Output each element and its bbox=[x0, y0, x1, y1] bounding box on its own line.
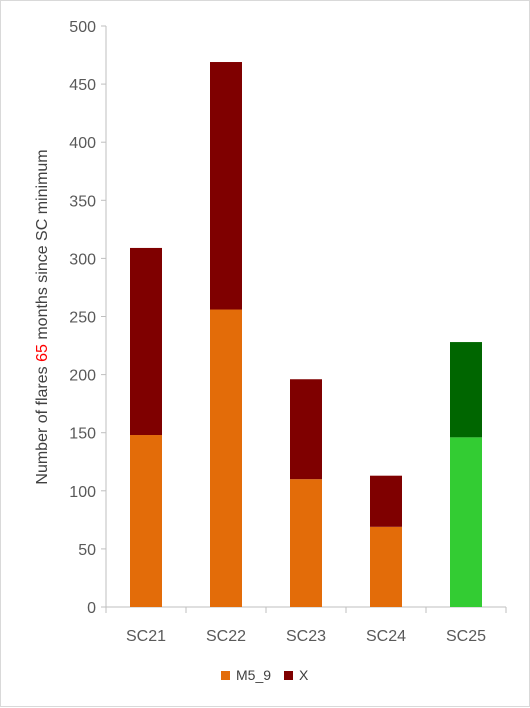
y-tick-label: 300 bbox=[69, 251, 96, 268]
y-tick-label: 350 bbox=[69, 193, 96, 210]
legend-label: X bbox=[299, 667, 309, 683]
bar-sc22-m5-9 bbox=[210, 309, 242, 607]
y-tick-label: 0 bbox=[87, 600, 96, 617]
bar-sc25-x bbox=[450, 342, 482, 438]
y-tick-label: 100 bbox=[69, 484, 96, 501]
x-tick-label: SC23 bbox=[286, 628, 326, 645]
y-tick-label: 250 bbox=[69, 310, 96, 327]
legend-swatch-x bbox=[284, 671, 293, 680]
bar-sc25-m5-9 bbox=[450, 437, 482, 607]
y-tick-label: 50 bbox=[78, 542, 96, 559]
y-axis-label-highlight: 65 bbox=[34, 344, 51, 362]
bar-sc23-x bbox=[290, 379, 322, 480]
y-axis-label-suffix: months since SC minimum bbox=[34, 149, 51, 344]
x-tick-label: SC21 bbox=[126, 628, 166, 645]
bar-sc21-x bbox=[130, 247, 162, 436]
x-tick-label: SC22 bbox=[206, 628, 246, 645]
y-tick-label: 150 bbox=[69, 426, 96, 443]
y-tick-label: 450 bbox=[69, 77, 96, 94]
x-axis: SC21 SC22 SC23 SC24 SC25 bbox=[105, 606, 507, 645]
bar-sc24-x bbox=[370, 475, 402, 527]
bar-sc21-m5-9 bbox=[130, 435, 162, 607]
y-tick-label: 500 bbox=[69, 19, 96, 36]
y-axis: 0 50 100 150 200 250 300 350 400 450 500 bbox=[69, 19, 107, 617]
bar-sc23-m5-9 bbox=[290, 479, 322, 607]
y-tick-label: 400 bbox=[69, 135, 96, 152]
bars bbox=[130, 62, 482, 607]
y-tick-label: 200 bbox=[69, 368, 96, 385]
legend-label: M5_9 bbox=[236, 667, 271, 683]
y-axis-label-prefix: Number of flares bbox=[34, 362, 51, 485]
bar-sc22-x bbox=[210, 62, 242, 310]
x-tick-label: SC25 bbox=[446, 628, 486, 645]
bar-sc24-m5-9 bbox=[370, 526, 402, 607]
legend-swatch-m5-9 bbox=[221, 671, 230, 680]
x-tick-label: SC24 bbox=[366, 628, 406, 645]
y-axis-label: Number of flares 65 months since SC mini… bbox=[34, 149, 51, 484]
legend: M5_9 X bbox=[221, 667, 309, 683]
